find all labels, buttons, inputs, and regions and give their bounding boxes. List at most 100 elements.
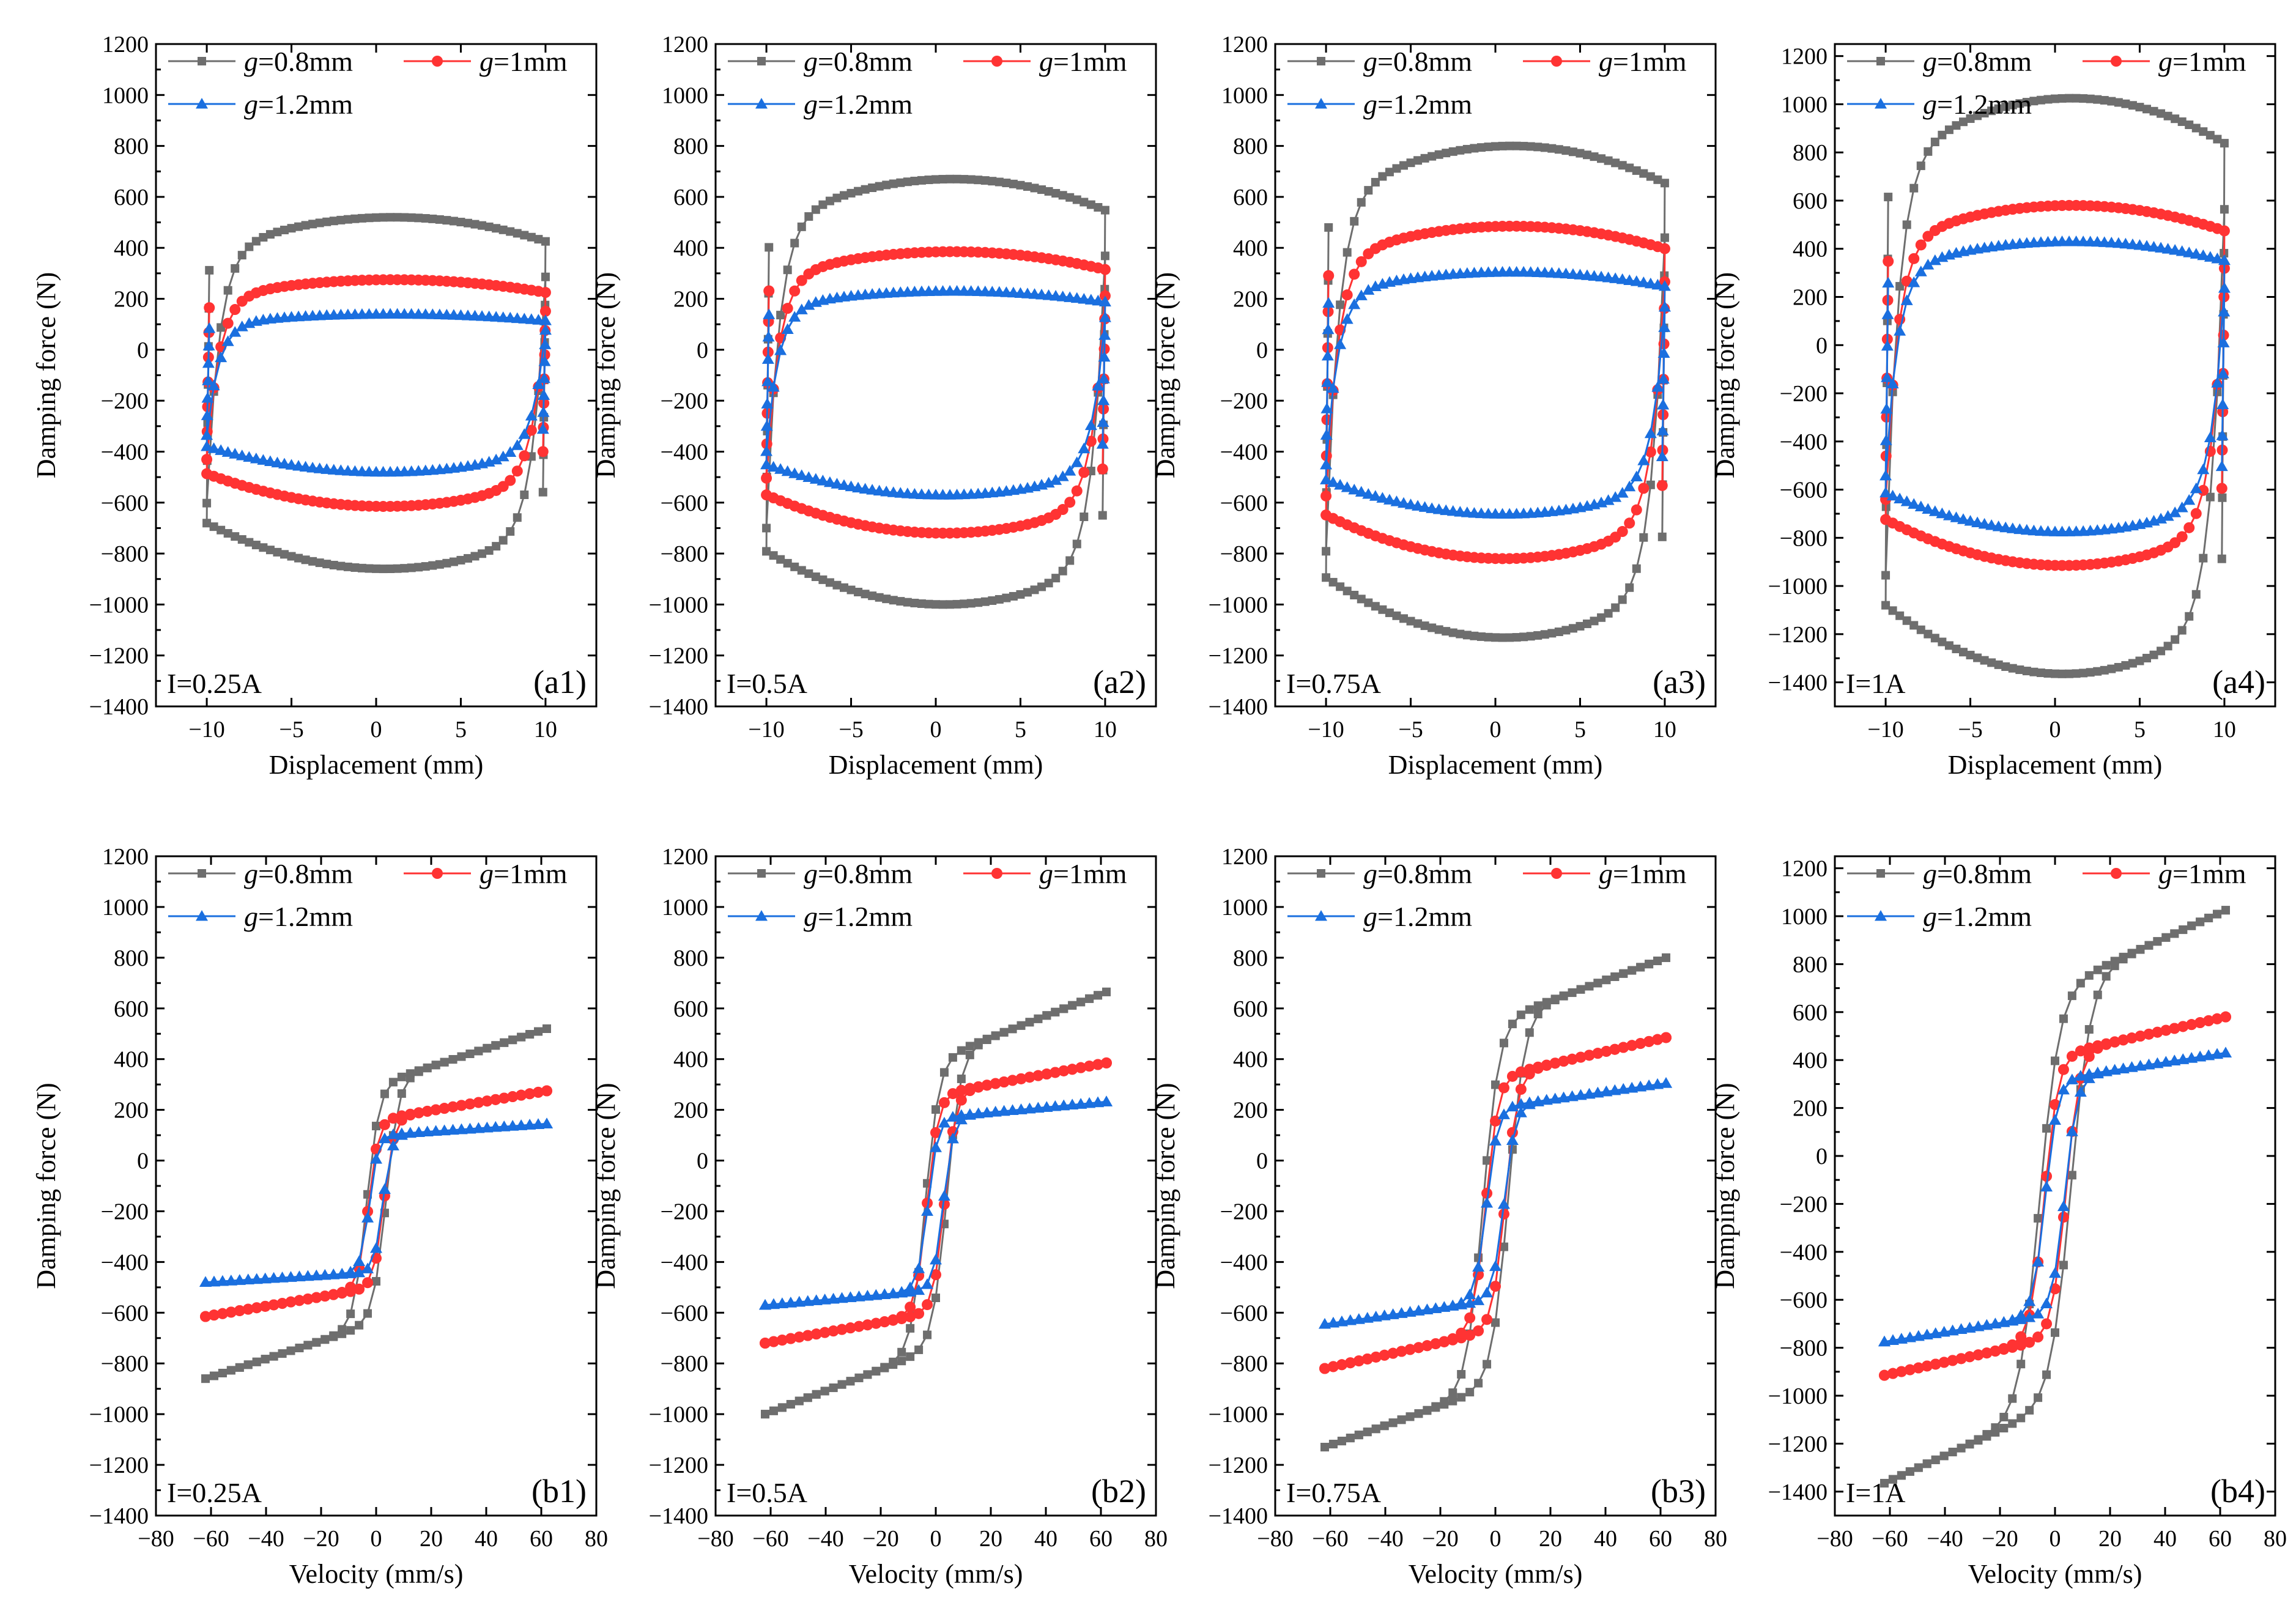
data-point-g10: [1921, 1360, 1933, 1372]
data-point-g10: [1998, 1342, 2010, 1354]
data-point-g12: [2142, 1058, 2155, 1070]
data-point-g08: [483, 1043, 492, 1053]
data-point-g12: [1566, 1090, 1579, 1102]
data-point-g10: [1481, 1314, 1493, 1325]
legend-marker-g12: [1875, 98, 1887, 109]
data-point-g10: [782, 303, 793, 314]
y-tick-label: 200: [1233, 287, 1268, 313]
data-point-g08: [294, 222, 303, 231]
data-point-g10: [2190, 508, 2202, 519]
legend-item-g08: g=0.8mm: [1847, 858, 2032, 889]
x-tick-label: 40: [475, 1526, 498, 1552]
legend-marker-g08: [757, 869, 766, 878]
data-point-g08: [1388, 1418, 1398, 1428]
x-tick-label: 20: [2098, 1526, 2122, 1552]
data-point-g08: [952, 599, 961, 609]
data-point-g08: [1902, 616, 1911, 625]
data-point-g08: [761, 1410, 769, 1419]
data-point-g10: [225, 1306, 237, 1318]
y-tick-label: −1400: [1768, 1479, 1828, 1505]
data-point-g10: [1084, 1061, 1095, 1072]
legend-item-g10: g=1mm: [963, 46, 1127, 77]
legend-label-g10: g=1mm: [2158, 858, 2246, 889]
data-point-g08: [1322, 547, 1331, 556]
data-point-g12: [489, 1121, 502, 1132]
data-point-g12: [1880, 402, 1893, 414]
data-point-g08: [829, 1383, 838, 1393]
data-point-g12: [2015, 1309, 2028, 1320]
data-point-g12: [1878, 1335, 1890, 1347]
data-point-g08: [329, 1331, 338, 1340]
data-point-g12: [2141, 516, 2153, 528]
data-point-g08: [372, 213, 380, 222]
data-point-g08: [1423, 1405, 1432, 1415]
y-tick-label: 800: [1793, 952, 1828, 977]
data-point-g12: [784, 1297, 797, 1308]
data-point-g08: [1576, 149, 1585, 158]
data-point-g12: [1626, 1081, 1639, 1093]
data-point-g08: [1065, 193, 1075, 202]
data-point-g08: [478, 549, 487, 558]
data-point-g12: [2211, 1048, 2224, 1059]
data-point-g08: [846, 585, 856, 594]
data-point-g12: [293, 1270, 306, 1281]
data-point-g08: [1098, 511, 1107, 520]
data-point-g12: [895, 1286, 908, 1297]
data-point-g08: [939, 1068, 949, 1077]
y-tick-label: 1000: [102, 83, 149, 108]
y-tick-label: −400: [1220, 1250, 1268, 1275]
data-point-g08: [1526, 142, 1535, 151]
data-point-g10: [1981, 1347, 1993, 1359]
data-point-g08: [2015, 99, 2024, 108]
legend-label-symbol: g: [480, 46, 494, 77]
y-tick-label: −1200: [1209, 1453, 1268, 1478]
data-point-g08: [974, 598, 983, 607]
data-point-g10: [473, 1097, 484, 1108]
data-point-g08: [1484, 632, 1493, 642]
data-point-g12: [395, 1127, 408, 1138]
data-point-g12: [2169, 244, 2182, 255]
data-point-g08: [854, 187, 863, 196]
data-point-g10: [2092, 1040, 2103, 1051]
data-point-g08: [1320, 1443, 1329, 1452]
data-point-g08: [1519, 632, 1528, 642]
y-tick-label: 200: [673, 287, 708, 313]
data-point-g12: [1446, 1299, 1459, 1311]
data-point-g10: [1320, 490, 1332, 502]
data-point-g10: [2177, 1021, 2189, 1032]
y-tick-label: −1000: [649, 1402, 708, 1428]
data-point-g08: [931, 1105, 940, 1114]
data-point-g08: [1625, 163, 1634, 172]
data-point-g08: [520, 490, 529, 499]
data-point-g08: [520, 231, 529, 240]
data-point-g10: [1464, 1330, 1476, 1341]
data-point-g08: [1491, 1080, 1500, 1089]
y-tick-label: 800: [1233, 946, 1268, 971]
data-point-g08: [2057, 669, 2067, 678]
data-point-g08: [508, 1035, 517, 1045]
data-point-g10: [1895, 1366, 1907, 1377]
data-point-g10: [2212, 1013, 2223, 1024]
data-point-g12: [1955, 1323, 1968, 1335]
legend-label-value: =1.2mm: [1937, 89, 2032, 120]
data-point-g12: [1421, 1303, 1434, 1314]
data-point-g08: [980, 597, 990, 606]
data-point-g10: [1880, 514, 1892, 525]
data-point-g08: [1974, 1435, 1983, 1444]
data-point-g08: [1561, 626, 1571, 635]
x-tick-label: −80: [1816, 1526, 1853, 1552]
data-point-g08: [1636, 963, 1645, 972]
data-point-g10: [519, 450, 530, 462]
data-point-g12: [835, 1292, 848, 1303]
data-point-g10: [1601, 1045, 1612, 1057]
data-point-g08: [1660, 233, 1669, 242]
y-tick-label: 200: [673, 1098, 708, 1124]
data-point-g10: [1901, 275, 1913, 287]
data-point-g10: [1344, 1357, 1356, 1369]
plot-frame: [714, 855, 1157, 1517]
data-point-g08: [1512, 633, 1521, 642]
legend-label-value: =1mm: [494, 858, 568, 889]
data-point-g12: [1881, 339, 1894, 351]
data-point-g08: [1959, 117, 1968, 127]
